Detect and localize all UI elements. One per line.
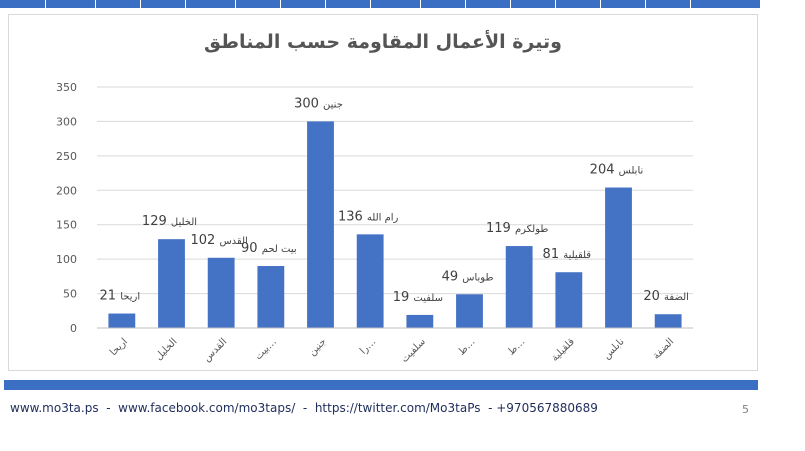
data-label: 102 القدس bbox=[191, 233, 248, 248]
bar bbox=[257, 266, 285, 328]
chart-container: وتيرة الأعمال المقاومة حسب المناطق 0 50 10… bbox=[8, 14, 758, 371]
page-number: 5 bbox=[742, 403, 749, 416]
x-tick-label: سلفيت bbox=[399, 336, 428, 365]
data-label: 129 الخليل bbox=[142, 214, 197, 229]
bar bbox=[356, 234, 384, 328]
x-tick-label: ط… bbox=[506, 336, 527, 357]
bar bbox=[207, 257, 235, 328]
bar bbox=[654, 314, 682, 328]
bar bbox=[555, 272, 583, 328]
y-tick-label: 150 bbox=[56, 219, 77, 232]
x-tick-label: ط… bbox=[456, 336, 477, 357]
x-tick-label: بيت… bbox=[253, 336, 279, 362]
y-tick-label: 200 bbox=[56, 184, 77, 197]
data-label: 49 طوباس bbox=[442, 269, 494, 284]
bar bbox=[307, 121, 334, 328]
x-tick-label: اريحا bbox=[108, 336, 130, 358]
data-label: 81 قلقيلية bbox=[543, 247, 592, 262]
bar bbox=[605, 187, 632, 328]
y-tick-label: 350 bbox=[56, 81, 77, 94]
data-label: 19 سلفيت bbox=[393, 290, 443, 305]
data-label: 204 نابلس bbox=[590, 163, 644, 178]
y-tick-label: 0 bbox=[70, 322, 77, 335]
x-tick-label: الضفة bbox=[651, 336, 676, 361]
bar bbox=[108, 313, 136, 328]
chart-title: وتيرة الأعمال المقاومة حسب المناطق bbox=[204, 31, 562, 53]
data-label: 300 جنين bbox=[294, 96, 343, 111]
y-tick-label: 50 bbox=[63, 288, 77, 301]
x-tick-label: القدس bbox=[201, 336, 229, 364]
data-label: 136 رام الله bbox=[338, 209, 399, 224]
data-label: 119 طولكرم bbox=[486, 221, 548, 236]
bar bbox=[505, 246, 533, 328]
x-tick-label: را… bbox=[358, 336, 378, 356]
bar bbox=[406, 314, 434, 328]
x-tick-label: نابلس bbox=[601, 336, 626, 361]
bottom-accent-bar bbox=[4, 380, 758, 390]
bar bbox=[456, 294, 483, 328]
x-tick-label: جنين bbox=[307, 336, 329, 358]
bar bbox=[158, 239, 185, 328]
y-tick-label: 300 bbox=[56, 115, 77, 128]
footer-contact-text: www.mo3ta.ps - www.facebook.com/mo3taps/… bbox=[10, 401, 598, 415]
data-label: 20 الضفة bbox=[643, 289, 689, 304]
data-label: 21 اريحا bbox=[100, 289, 141, 304]
y-tick-label: 100 bbox=[56, 253, 77, 266]
bar-chart: 0 50 100 150 200 250 300 350 21 اريحا اريحا 129 ال… bbox=[56, 81, 693, 365]
top-accent-strip bbox=[0, 0, 760, 8]
x-tick-label: الخليل bbox=[153, 336, 179, 362]
x-tick-label: قلقيلية bbox=[549, 336, 577, 364]
y-tick-label: 250 bbox=[56, 150, 77, 163]
data-label: 90 بيت لحم bbox=[241, 241, 297, 256]
